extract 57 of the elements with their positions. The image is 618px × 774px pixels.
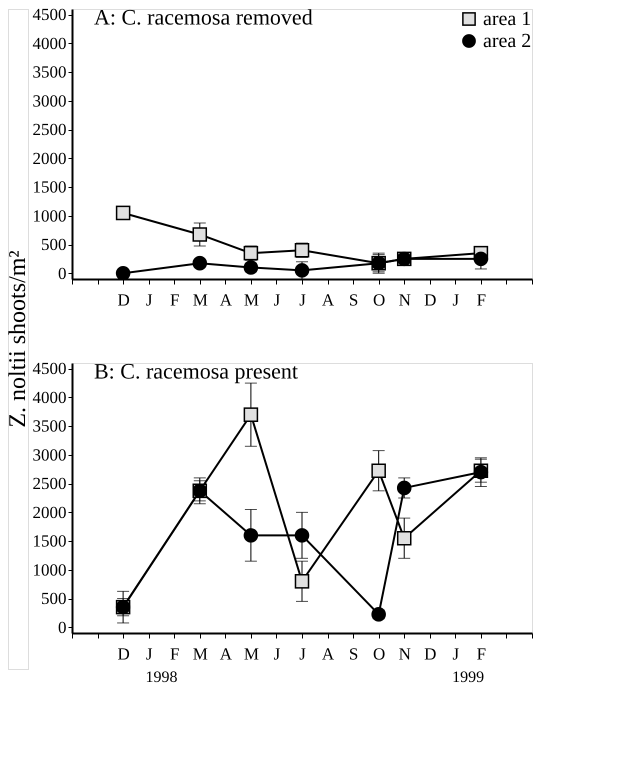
x-tick-label: A bbox=[322, 644, 335, 664]
x-tick-label: A bbox=[220, 290, 233, 310]
y-tick-label: 4000 bbox=[32, 34, 66, 53]
y-tick-label: 0 bbox=[58, 264, 66, 283]
x-tick-label: M bbox=[192, 290, 208, 310]
y-tick-label: 500 bbox=[41, 589, 66, 608]
x-tick-label: J bbox=[274, 644, 281, 664]
x-tick-label: J bbox=[452, 290, 460, 310]
y-tick-label: 2500 bbox=[32, 474, 66, 494]
y-tick-label: 3000 bbox=[32, 445, 66, 464]
x-tick-label: M bbox=[192, 644, 208, 664]
x-tick-label: J bbox=[146, 644, 153, 664]
y-tick-label: 2000 bbox=[32, 502, 66, 522]
x-tick-label: F bbox=[170, 644, 180, 664]
y-tick-label: 0 bbox=[58, 618, 66, 637]
y-tick-label: 2000 bbox=[32, 148, 66, 168]
x-tick-label: S bbox=[348, 290, 358, 310]
x-tick-label: O bbox=[373, 644, 386, 664]
x-tick-label: M bbox=[244, 644, 259, 664]
x-tick-label: F bbox=[170, 290, 180, 310]
y-tick-label: 1500 bbox=[32, 178, 66, 197]
x-tick-label: D bbox=[424, 644, 436, 664]
x-tick-label: M bbox=[244, 290, 259, 310]
x-tick-label: J bbox=[146, 290, 153, 310]
y-tick-label: 3500 bbox=[32, 62, 66, 82]
y-tick-label: 4500 bbox=[32, 5, 66, 24]
y-tick-label: 2500 bbox=[32, 120, 66, 140]
x-tick-label: S bbox=[348, 644, 358, 664]
x-tick-label: F bbox=[476, 644, 486, 664]
x-tick-label: A bbox=[322, 290, 335, 310]
y-tick-label: 4000 bbox=[32, 388, 66, 407]
x-tick-label: J bbox=[452, 644, 460, 664]
x-tick-label: A bbox=[220, 644, 233, 664]
y-tick-label: 500 bbox=[41, 235, 66, 254]
x-tick-label: D bbox=[117, 644, 130, 664]
y-tick-label: 1000 bbox=[32, 206, 66, 226]
y-axis-title: Z. noltii shoots/m² bbox=[5, 250, 31, 428]
x-tick-label: J bbox=[299, 644, 306, 664]
chart-title: B: C. racemosa present bbox=[94, 358, 298, 384]
y-tick-label: 1000 bbox=[32, 560, 66, 580]
legend-label: area 1 bbox=[483, 8, 532, 30]
x-tick-label: D bbox=[424, 290, 436, 310]
y-tick-label: 4500 bbox=[32, 359, 66, 378]
x-tick-label: N bbox=[398, 290, 411, 310]
x-tick-label: J bbox=[299, 290, 306, 310]
x-tick-label: N bbox=[398, 644, 411, 664]
x-tick-label: F bbox=[476, 290, 486, 310]
legend-label: area 2 bbox=[483, 30, 532, 52]
y-tick-label: 3000 bbox=[32, 91, 66, 110]
x-tick-label: D bbox=[117, 290, 130, 310]
text: 1998 bbox=[145, 669, 178, 686]
x-tick-label: O bbox=[373, 290, 386, 310]
y-tick-label: 1500 bbox=[32, 532, 66, 551]
y-tick-label: 3500 bbox=[32, 416, 66, 436]
x-tick-label: J bbox=[274, 290, 281, 310]
chart-title: A: C. racemosa removed bbox=[94, 4, 313, 30]
text: 1999 bbox=[452, 669, 484, 686]
